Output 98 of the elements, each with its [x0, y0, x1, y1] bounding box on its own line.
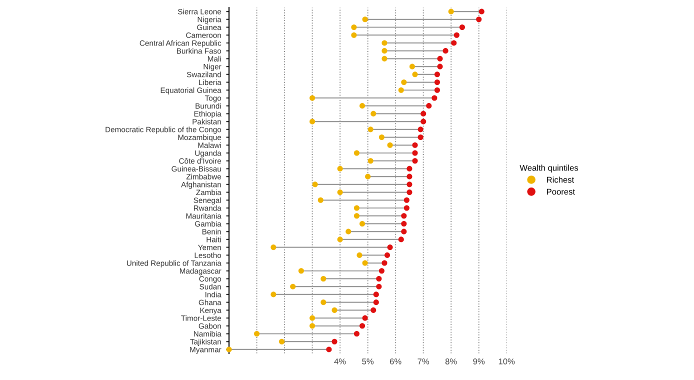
- point: [312, 182, 318, 188]
- point: [434, 79, 440, 86]
- point: [398, 236, 404, 242]
- x-tick-label: 5%: [362, 358, 374, 364]
- point: [326, 346, 332, 352]
- point: [376, 284, 382, 290]
- point: [362, 260, 368, 266]
- point: [454, 32, 460, 38]
- x-tick-label: 8%: [445, 358, 457, 364]
- point: [310, 95, 316, 101]
- point: [412, 150, 418, 156]
- x-tick-label: 10%: [498, 358, 515, 364]
- legend-title: Wealth quintiles: [520, 164, 578, 172]
- point: [337, 190, 343, 196]
- point: [437, 64, 443, 70]
- point: [418, 126, 424, 132]
- point: [354, 150, 360, 156]
- point: [337, 166, 343, 172]
- point: [406, 166, 412, 172]
- point: [356, 252, 362, 258]
- point: [370, 110, 376, 116]
- point: [368, 158, 374, 164]
- point: [359, 220, 366, 227]
- point: [478, 8, 484, 14]
- point: [354, 205, 360, 211]
- point: [351, 24, 357, 30]
- point: [354, 330, 360, 337]
- point: [278, 338, 285, 344]
- point: [412, 72, 418, 78]
- point: [459, 24, 465, 30]
- point: [404, 197, 410, 203]
- point: [362, 16, 368, 22]
- point: [401, 79, 407, 86]
- point: [351, 32, 357, 38]
- legend-label: Poorest: [547, 188, 575, 195]
- point: [401, 228, 407, 234]
- point: [382, 40, 388, 46]
- point: [310, 315, 316, 321]
- x-tick-label: 6%: [390, 358, 402, 364]
- point: [318, 197, 324, 203]
- point: [359, 103, 366, 109]
- point: [359, 323, 366, 329]
- point: [254, 330, 260, 337]
- point: [412, 158, 418, 164]
- point: [398, 87, 404, 93]
- point: [442, 48, 448, 54]
- point: [368, 126, 374, 132]
- point: [362, 315, 368, 321]
- point: [404, 205, 410, 211]
- x-tick-label: 9%: [473, 358, 485, 364]
- point: [426, 103, 432, 109]
- point: [382, 56, 388, 62]
- point: [337, 236, 343, 242]
- point: [382, 48, 388, 54]
- point: [437, 56, 443, 62]
- point: [387, 142, 393, 148]
- point: [270, 292, 276, 298]
- point: [420, 118, 426, 124]
- point: [332, 338, 338, 344]
- point: [270, 244, 276, 250]
- point: [320, 300, 326, 306]
- point: [406, 190, 412, 196]
- point: [401, 213, 407, 219]
- point: [476, 16, 482, 22]
- x-tick-label: 7%: [418, 358, 430, 364]
- point: [382, 260, 388, 266]
- point: [310, 323, 316, 329]
- point: [373, 300, 379, 306]
- point: [451, 40, 457, 46]
- point: [420, 110, 426, 116]
- point: [290, 284, 296, 290]
- point: [418, 134, 424, 140]
- point: [298, 268, 304, 274]
- point: [448, 8, 454, 14]
- x-tick-label: 4%: [334, 358, 346, 364]
- point: [384, 252, 390, 258]
- point: [409, 64, 416, 70]
- point: [373, 292, 379, 298]
- point: [226, 346, 232, 352]
- point: [434, 72, 440, 78]
- point: [378, 268, 384, 274]
- point: [406, 174, 412, 180]
- point: [387, 244, 393, 250]
- point: [365, 174, 371, 180]
- point: [310, 118, 316, 124]
- point: [376, 276, 382, 282]
- point: [332, 307, 338, 313]
- point: [320, 276, 326, 282]
- legend-label: Richest: [547, 176, 574, 183]
- point: [434, 87, 440, 93]
- point: [378, 134, 384, 140]
- point: [406, 182, 412, 188]
- point: [432, 95, 438, 101]
- point: [412, 142, 418, 148]
- point: [401, 220, 407, 227]
- point: [370, 307, 376, 313]
- point: [354, 213, 360, 219]
- point: [346, 228, 352, 234]
